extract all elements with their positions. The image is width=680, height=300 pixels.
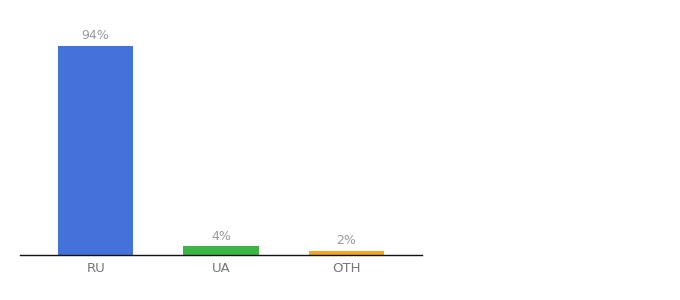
Text: 4%: 4% bbox=[211, 230, 231, 243]
Bar bbox=[309, 250, 384, 255]
Bar bbox=[184, 246, 258, 255]
Text: 2%: 2% bbox=[337, 234, 356, 247]
Bar bbox=[58, 46, 133, 255]
Text: 94%: 94% bbox=[82, 29, 109, 42]
